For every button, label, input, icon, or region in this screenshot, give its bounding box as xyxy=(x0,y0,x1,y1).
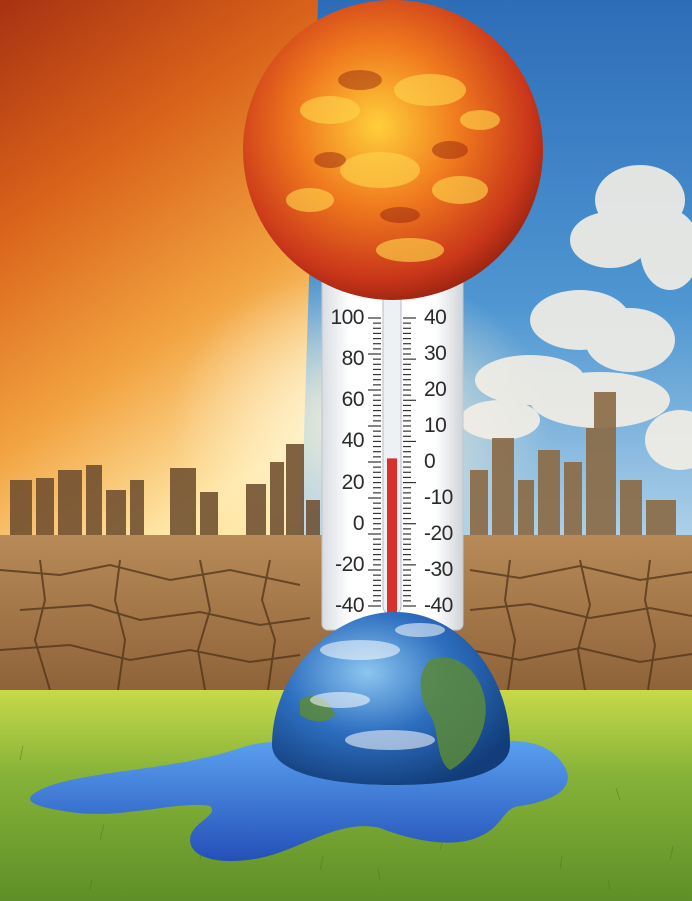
fahrenheit-label: 80 xyxy=(341,347,365,371)
celsius-label: 0 xyxy=(424,450,436,473)
earth-cracks xyxy=(0,559,692,691)
fahrenheit-label: 0 xyxy=(352,511,365,535)
fahrenheit-label: 20 xyxy=(341,470,365,494)
sun-dark-spots xyxy=(314,70,468,223)
mercury-column xyxy=(387,458,397,615)
city-skyline-left xyxy=(10,444,320,540)
fahrenheit-label: 40 xyxy=(341,429,365,453)
celsius-label: 20 xyxy=(424,378,447,401)
sun xyxy=(243,0,543,300)
sun-flares xyxy=(286,74,500,262)
fahrenheit-label: 100 xyxy=(330,306,364,329)
celsius-label: 30 xyxy=(424,342,447,365)
fahrenheit-label: -40 xyxy=(335,594,364,617)
celsius-label: 40 xyxy=(424,306,447,329)
celsius-label: -20 xyxy=(424,522,453,545)
celsius-label: -40 xyxy=(424,594,453,617)
fahrenheit-label: 60 xyxy=(341,388,365,412)
earth-clouds xyxy=(310,623,445,750)
thermometer-ticks xyxy=(368,317,416,607)
celsius-label: 10 xyxy=(424,414,447,437)
celsius-label: -30 xyxy=(424,558,453,581)
celsius-label: -10 xyxy=(424,486,453,509)
fahrenheit-label: -20 xyxy=(335,552,364,576)
city-skyline-right xyxy=(470,392,676,540)
